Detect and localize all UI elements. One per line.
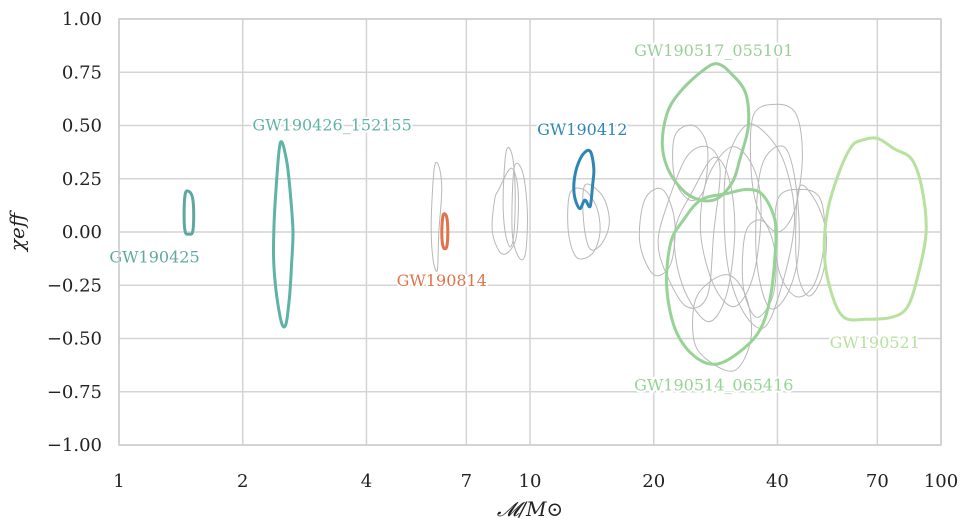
contour-gw190814 bbox=[440, 212, 450, 251]
x-tick-label: 40 bbox=[766, 471, 789, 492]
event-label: GW190521 bbox=[830, 333, 920, 352]
x-tick-labels: 1 2 4 7 10 20 40 70 100 bbox=[113, 471, 958, 492]
event-label: GW190412 bbox=[537, 120, 627, 139]
background-contour bbox=[723, 123, 796, 329]
x-tick-label: 100 bbox=[924, 471, 958, 492]
x-tick-label: 7 bbox=[461, 471, 472, 492]
contour-gw190412 bbox=[572, 148, 596, 211]
background-contour bbox=[657, 145, 721, 309]
contour-gw190425 bbox=[182, 189, 196, 236]
y-tick-labels: 1.00 0.75 0.50 0.25 0.00 −0.25 −0.50 −0.75 −1.00 bbox=[47, 9, 102, 456]
y-tick-label: 1.00 bbox=[62, 9, 102, 30]
event-label: GW190814 bbox=[397, 271, 487, 290]
background-contour bbox=[774, 188, 826, 298]
event-label: GW190425 bbox=[109, 248, 199, 267]
x-tick-label: 4 bbox=[361, 471, 372, 492]
y-tick-label: −0.75 bbox=[47, 382, 102, 403]
background-contours bbox=[430, 103, 828, 372]
x-tick-label: 20 bbox=[642, 471, 665, 492]
y-axis-label: χeff bbox=[5, 209, 29, 253]
x-axis-label: 𝓜/M⊙ bbox=[497, 497, 563, 521]
y-tick-label: 0.25 bbox=[62, 169, 102, 190]
background-contour bbox=[430, 161, 443, 272]
x-tick-label: 2 bbox=[237, 471, 248, 492]
contour-gw190517_055101 bbox=[660, 62, 751, 203]
y-tick-label: −0.25 bbox=[47, 275, 102, 296]
event-label: GW190517_055101 bbox=[634, 41, 793, 60]
background-contour bbox=[741, 219, 777, 318]
background-contour bbox=[699, 146, 762, 308]
background-contour bbox=[638, 187, 676, 277]
contour-gw190521 bbox=[822, 136, 928, 322]
y-tick-label: 0.75 bbox=[62, 62, 102, 83]
background-contour bbox=[567, 187, 601, 260]
background-contour bbox=[673, 156, 736, 323]
background-contour bbox=[511, 162, 528, 261]
background-contour bbox=[795, 184, 828, 297]
background-contour bbox=[582, 183, 610, 251]
contour-gw190426_152155 bbox=[271, 140, 295, 329]
plot-frame bbox=[118, 18, 942, 446]
event-labels: GW190425 GW190426_152155 GW190814 GW190412 G… bbox=[107, 39, 922, 396]
y-tick-label: 0.50 bbox=[62, 116, 102, 137]
background-contour bbox=[755, 145, 800, 310]
background-contour bbox=[502, 146, 516, 248]
background-contour bbox=[749, 103, 803, 233]
contour-gw190514_065416 bbox=[664, 187, 778, 366]
y-tick-label: −1.00 bbox=[47, 435, 102, 456]
x-tick-label: 70 bbox=[866, 471, 889, 492]
y-tick-label: 0.00 bbox=[62, 222, 102, 243]
x-tick-label: 10 bbox=[519, 471, 542, 492]
y-tick-label: −0.50 bbox=[47, 329, 102, 350]
background-contour bbox=[692, 274, 753, 372]
event-label: GW190426_152155 bbox=[252, 116, 411, 135]
x-tick-label: 1 bbox=[113, 471, 124, 492]
highlighted-contours bbox=[182, 62, 928, 366]
event-label: GW190514_065416 bbox=[634, 375, 793, 394]
